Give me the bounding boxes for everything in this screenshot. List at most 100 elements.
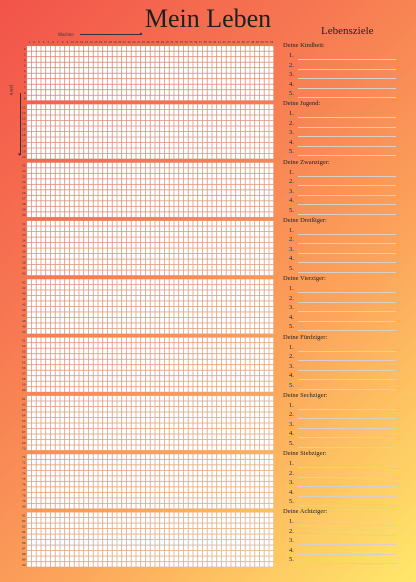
week-cell — [117, 386, 122, 393]
week-cell — [193, 503, 198, 509]
week-cell — [183, 556, 189, 562]
goal-write-line[interactable] — [298, 563, 396, 565]
goal-write-line[interactable] — [298, 117, 396, 119]
goal-write-line[interactable] — [298, 330, 396, 332]
week-cell — [74, 386, 79, 393]
goal-write-line[interactable] — [298, 505, 396, 507]
week-cell — [240, 395, 246, 401]
goal-write-line[interactable] — [298, 136, 396, 138]
goal-write-line[interactable] — [298, 97, 396, 98]
goal-write-line[interactable] — [298, 369, 396, 371]
week-cell — [98, 120, 103, 126]
week-cell — [183, 178, 189, 185]
week-cell — [121, 184, 127, 190]
week-cell — [183, 189, 189, 196]
week-cell — [250, 364, 255, 371]
week-cell — [126, 312, 132, 318]
week-cell — [145, 486, 151, 493]
week-cell — [83, 370, 89, 376]
goal-write-line[interactable] — [298, 87, 396, 89]
goal-write-line[interactable] — [298, 204, 396, 206]
goal-write-line[interactable] — [298, 78, 396, 79]
goal-write-line[interactable] — [298, 553, 396, 555]
goal-write-line[interactable] — [298, 243, 396, 245]
week-cell — [197, 231, 203, 237]
week-cell — [45, 270, 51, 276]
goal-write-line[interactable] — [298, 292, 396, 294]
goal-write-line[interactable] — [298, 467, 396, 469]
goal-write-line[interactable] — [298, 427, 396, 429]
goal-write-line[interactable] — [298, 59, 396, 60]
week-cell — [83, 237, 89, 243]
week-cell — [93, 497, 98, 504]
week-cell — [264, 237, 269, 243]
goal-write-line[interactable] — [298, 446, 396, 448]
week-number: 38 — [203, 40, 207, 44]
year-number: 82 — [22, 519, 26, 523]
goal-write-line[interactable] — [298, 301, 396, 303]
goal-write-line[interactable] — [298, 126, 396, 128]
week-cell — [117, 550, 122, 556]
goal-write-line[interactable] — [298, 145, 396, 147]
week-cell — [136, 56, 141, 63]
week-cell — [269, 109, 274, 115]
week-cell — [69, 475, 75, 482]
goal-write-line[interactable] — [298, 534, 396, 536]
week-cell — [136, 264, 141, 270]
goal-write-line[interactable] — [298, 175, 396, 177]
goal-write-line[interactable] — [298, 262, 396, 264]
week-cell — [193, 73, 198, 79]
week-cell — [240, 173, 246, 179]
week-cell — [197, 104, 203, 110]
goal-write-line[interactable] — [298, 213, 396, 215]
goal-write-line[interactable] — [298, 252, 396, 254]
week-cell — [140, 550, 146, 556]
goal-write-line[interactable] — [298, 68, 396, 70]
week-cell — [31, 417, 37, 423]
goal-write-line[interactable] — [298, 360, 396, 361]
week-cell — [212, 259, 217, 265]
goal-write-line[interactable] — [298, 525, 396, 527]
goal-write-line[interactable] — [298, 233, 396, 235]
week-cell — [107, 279, 113, 285]
goal-write-line[interactable] — [298, 350, 396, 352]
week-cell — [31, 523, 37, 529]
goal-write-line[interactable] — [298, 311, 396, 313]
goal-write-line[interactable] — [298, 155, 396, 157]
week-cell — [50, 173, 56, 179]
goal-write-line[interactable] — [298, 544, 396, 546]
goal-write-line[interactable] — [298, 194, 396, 196]
goal-write-line[interactable] — [298, 320, 396, 322]
goal-write-line[interactable] — [298, 271, 396, 273]
goal-write-line[interactable] — [298, 476, 396, 478]
goal-write-line[interactable] — [298, 388, 396, 390]
week-cell — [164, 412, 170, 418]
week-cell — [45, 381, 51, 387]
goal-write-line[interactable] — [298, 408, 396, 410]
week-cell — [212, 381, 217, 387]
week-cell — [102, 492, 108, 498]
week-cell — [140, 328, 146, 334]
week-cell — [178, 381, 184, 387]
goal-write-line[interactable] — [298, 437, 396, 439]
week-cell — [140, 178, 146, 185]
week-cell — [31, 226, 37, 232]
week-cell — [259, 237, 265, 243]
week-cell — [36, 528, 41, 534]
week-cell — [136, 337, 141, 343]
goal-write-line[interactable] — [298, 379, 396, 380]
goal-write-line[interactable] — [298, 486, 396, 488]
week-cell — [31, 539, 37, 545]
week-cell — [121, 137, 127, 143]
week-cell — [36, 95, 41, 101]
week-cell — [178, 370, 184, 376]
week-cell — [264, 417, 269, 423]
week-cell — [212, 428, 217, 434]
week-cell — [235, 439, 241, 445]
week-cell — [216, 556, 222, 562]
goal-write-line[interactable] — [298, 185, 396, 187]
goal-write-line[interactable] — [298, 418, 396, 420]
week-cell — [98, 137, 103, 143]
week-cell — [212, 417, 217, 423]
goal-write-line[interactable] — [298, 495, 396, 497]
